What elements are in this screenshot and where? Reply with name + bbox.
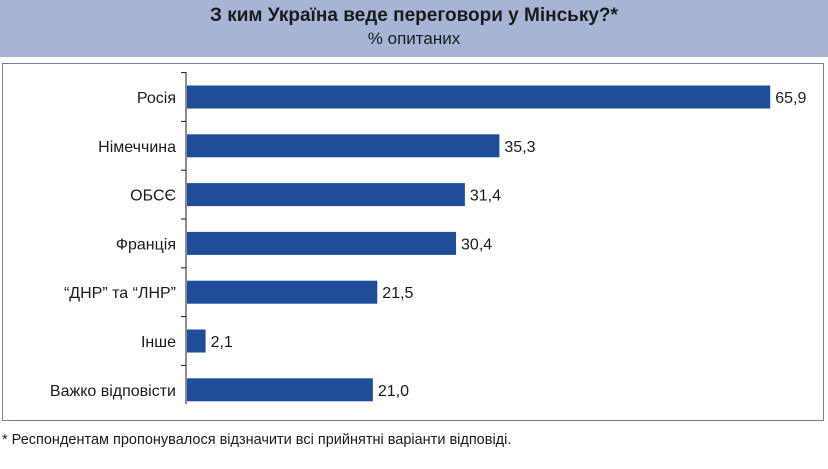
value-label: 65,9	[775, 90, 806, 107]
value-label: 21,0	[378, 383, 409, 400]
value-label: 21,5	[382, 285, 413, 302]
bar	[187, 183, 465, 207]
category-label: Важко відповісти	[50, 383, 176, 400]
footnote: * Респондентам пропонувалося відзначити …	[2, 432, 512, 448]
category-label: Франція	[116, 236, 176, 253]
category-label: ОБСЄ	[130, 188, 176, 205]
value-label: 2,1	[211, 334, 233, 351]
bar	[187, 134, 500, 158]
bar	[187, 85, 771, 109]
category-label: Інше	[141, 334, 176, 351]
bar-chart: Росія 65,9 Німеччина 35,3 ОБСЄ 31,4 Франція 30,…	[50, 72, 806, 404]
chart-title: З ким Україна веде переговори у Мінську?…	[210, 5, 618, 26]
bar	[187, 231, 457, 255]
value-label: 35,3	[504, 139, 535, 156]
category-label: “ДНР” та “ЛНР”	[64, 285, 176, 302]
bar	[187, 329, 206, 353]
chart-subtitle: % опитаних	[367, 29, 461, 48]
value-label: 31,4	[470, 188, 501, 205]
category-label: Німеччина	[98, 139, 176, 156]
category-label: Росія	[137, 90, 176, 107]
chart-panel: Росія 65,9 Німеччина 35,3 ОБСЄ 31,4 Франція 30,…	[2, 63, 824, 421]
value-label: 30,4	[461, 236, 492, 253]
chart-header: З ким Україна веде переговори у Мінську?…	[0, 0, 828, 57]
bar	[187, 280, 378, 304]
bar	[187, 378, 373, 402]
